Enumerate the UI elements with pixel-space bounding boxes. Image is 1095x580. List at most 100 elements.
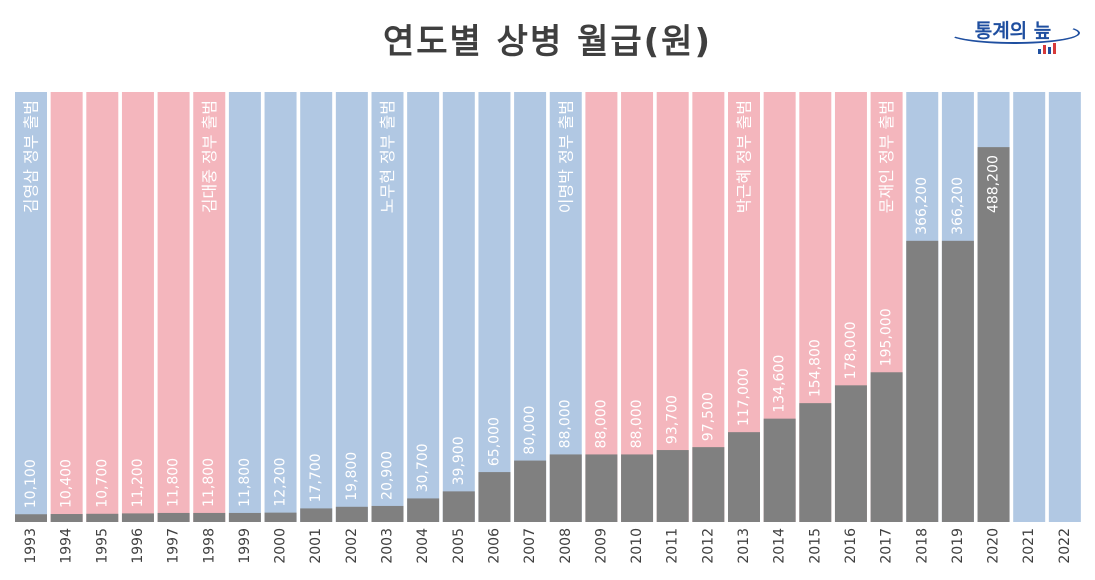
value-label-2008: 88,000 [558, 399, 574, 448]
value-label-2004: 30,700 [415, 443, 431, 492]
bar-2009 [585, 454, 618, 522]
bar-2005 [442, 491, 475, 522]
year-label-2005: 2005 [451, 528, 467, 564]
value-label-1998: 11,800 [201, 458, 217, 507]
logo-text: 통계의 늪 [974, 20, 1052, 42]
year-label-1993: 1993 [23, 528, 39, 564]
value-label-2002: 19,800 [344, 452, 360, 501]
logo-ellipse [948, 22, 1080, 44]
chart-title: 연도별 상병 월급(원) [383, 22, 712, 62]
value-label-1995: 10,700 [94, 459, 110, 508]
annotation-2017: 문재인 정부 출범 [877, 100, 896, 213]
background-column-1993 [15, 92, 47, 522]
year-label-2009: 2009 [593, 528, 609, 564]
year-label-2000: 2000 [273, 528, 289, 564]
value-label-2019: 366,200 [950, 177, 966, 235]
year-label-2019: 2019 [950, 528, 966, 564]
bar-2017 [870, 372, 903, 522]
year-label-2013: 2013 [736, 528, 752, 564]
year-label-1996: 1996 [130, 528, 146, 564]
value-label-1999: 11,800 [237, 458, 253, 507]
year-label-2014: 2014 [772, 528, 788, 564]
logo-bars-icon [1038, 42, 1060, 54]
value-label-2009: 88,000 [593, 399, 609, 448]
year-label-1998: 1998 [201, 528, 217, 564]
background-column-2004 [407, 92, 440, 522]
bar-1998 [193, 512, 226, 522]
bar-1993 [15, 514, 47, 522]
bar-2004 [407, 498, 440, 522]
year-label-2012: 2012 [700, 528, 716, 564]
bar-1999 [228, 512, 261, 522]
background-column-2010 [621, 92, 654, 522]
year-label-2016: 2016 [843, 528, 859, 564]
brand-logo: 통계의 늪 [946, 14, 1080, 56]
bar-1996 [121, 513, 154, 522]
background-column-2007 [514, 92, 547, 522]
background-column-2001 [300, 92, 333, 522]
bar-2002 [335, 506, 368, 522]
annotation-2013: 박근혜 정부 출범 [735, 100, 754, 213]
bar-2007 [514, 460, 547, 522]
value-label-2010: 88,000 [629, 399, 645, 448]
background-column-2003 [371, 92, 404, 522]
background-column-1999 [228, 92, 261, 522]
year-label-2017: 2017 [879, 528, 895, 564]
bar-2014 [763, 418, 796, 522]
value-label-2016: 178,000 [843, 321, 859, 379]
value-label-2015: 154,800 [807, 339, 823, 397]
bar-1997 [157, 512, 190, 522]
value-label-1996: 11,200 [130, 458, 146, 507]
background-column-1998 [193, 92, 226, 522]
year-label-2022: 2022 [1057, 528, 1073, 564]
year-label-2021: 2021 [1021, 528, 1037, 564]
annotation-1993: 김영삼 정부 출범 [22, 100, 41, 213]
value-label-2020: 488,200 [986, 155, 1002, 213]
value-label-2013: 117,000 [736, 368, 752, 426]
background-column-2000 [264, 92, 297, 522]
year-label-2004: 2004 [415, 528, 431, 564]
value-label-2011: 93,700 [665, 395, 681, 444]
year-label-2007: 2007 [522, 528, 538, 564]
year-label-2010: 2010 [629, 528, 645, 564]
background-column-2008 [549, 92, 582, 522]
year-label-1999: 1999 [237, 528, 253, 564]
bar-2008 [549, 454, 582, 522]
background-column-2005 [442, 92, 475, 522]
annotation-2003: 노무현 정부 출범 [378, 100, 397, 213]
year-label-2002: 2002 [344, 528, 360, 564]
background-column-2021 [1013, 92, 1046, 522]
value-label-1997: 11,800 [166, 458, 182, 507]
background-column-2022 [1048, 92, 1081, 522]
year-label-2015: 2015 [807, 528, 823, 564]
year-label-1995: 1995 [94, 528, 110, 564]
value-label-2000: 12,200 [273, 458, 289, 507]
bar-2013 [728, 432, 760, 522]
bar-2006 [478, 472, 511, 522]
bar-2015 [799, 403, 832, 522]
bar-2016 [834, 385, 867, 522]
value-label-2005: 39,900 [451, 436, 467, 485]
value-label-2014: 134,600 [772, 355, 788, 413]
background-column-2006 [478, 92, 511, 522]
value-label-2006: 65,000 [486, 417, 502, 466]
value-label-2001: 17,700 [308, 453, 324, 502]
year-label-2008: 2008 [558, 528, 574, 564]
bar-2012 [692, 447, 725, 522]
year-label-2006: 2006 [486, 528, 502, 564]
annotation-2008: 이명박 정부 출범 [556, 100, 575, 213]
background-column-1994 [50, 92, 83, 522]
background-column-1995 [86, 92, 119, 522]
background-column-1996 [121, 92, 154, 522]
bar-2000 [264, 512, 297, 522]
bar-2003 [371, 505, 404, 522]
year-label-2020: 2020 [986, 528, 1002, 564]
year-label-1997: 1997 [166, 528, 182, 564]
bar-2001 [300, 508, 333, 522]
value-label-2017: 195,000 [879, 308, 895, 366]
value-label-2003: 20,900 [380, 451, 396, 500]
value-label-2012: 97,500 [700, 392, 716, 441]
background-column-2002 [335, 92, 368, 522]
bar-2020 [977, 147, 1010, 522]
